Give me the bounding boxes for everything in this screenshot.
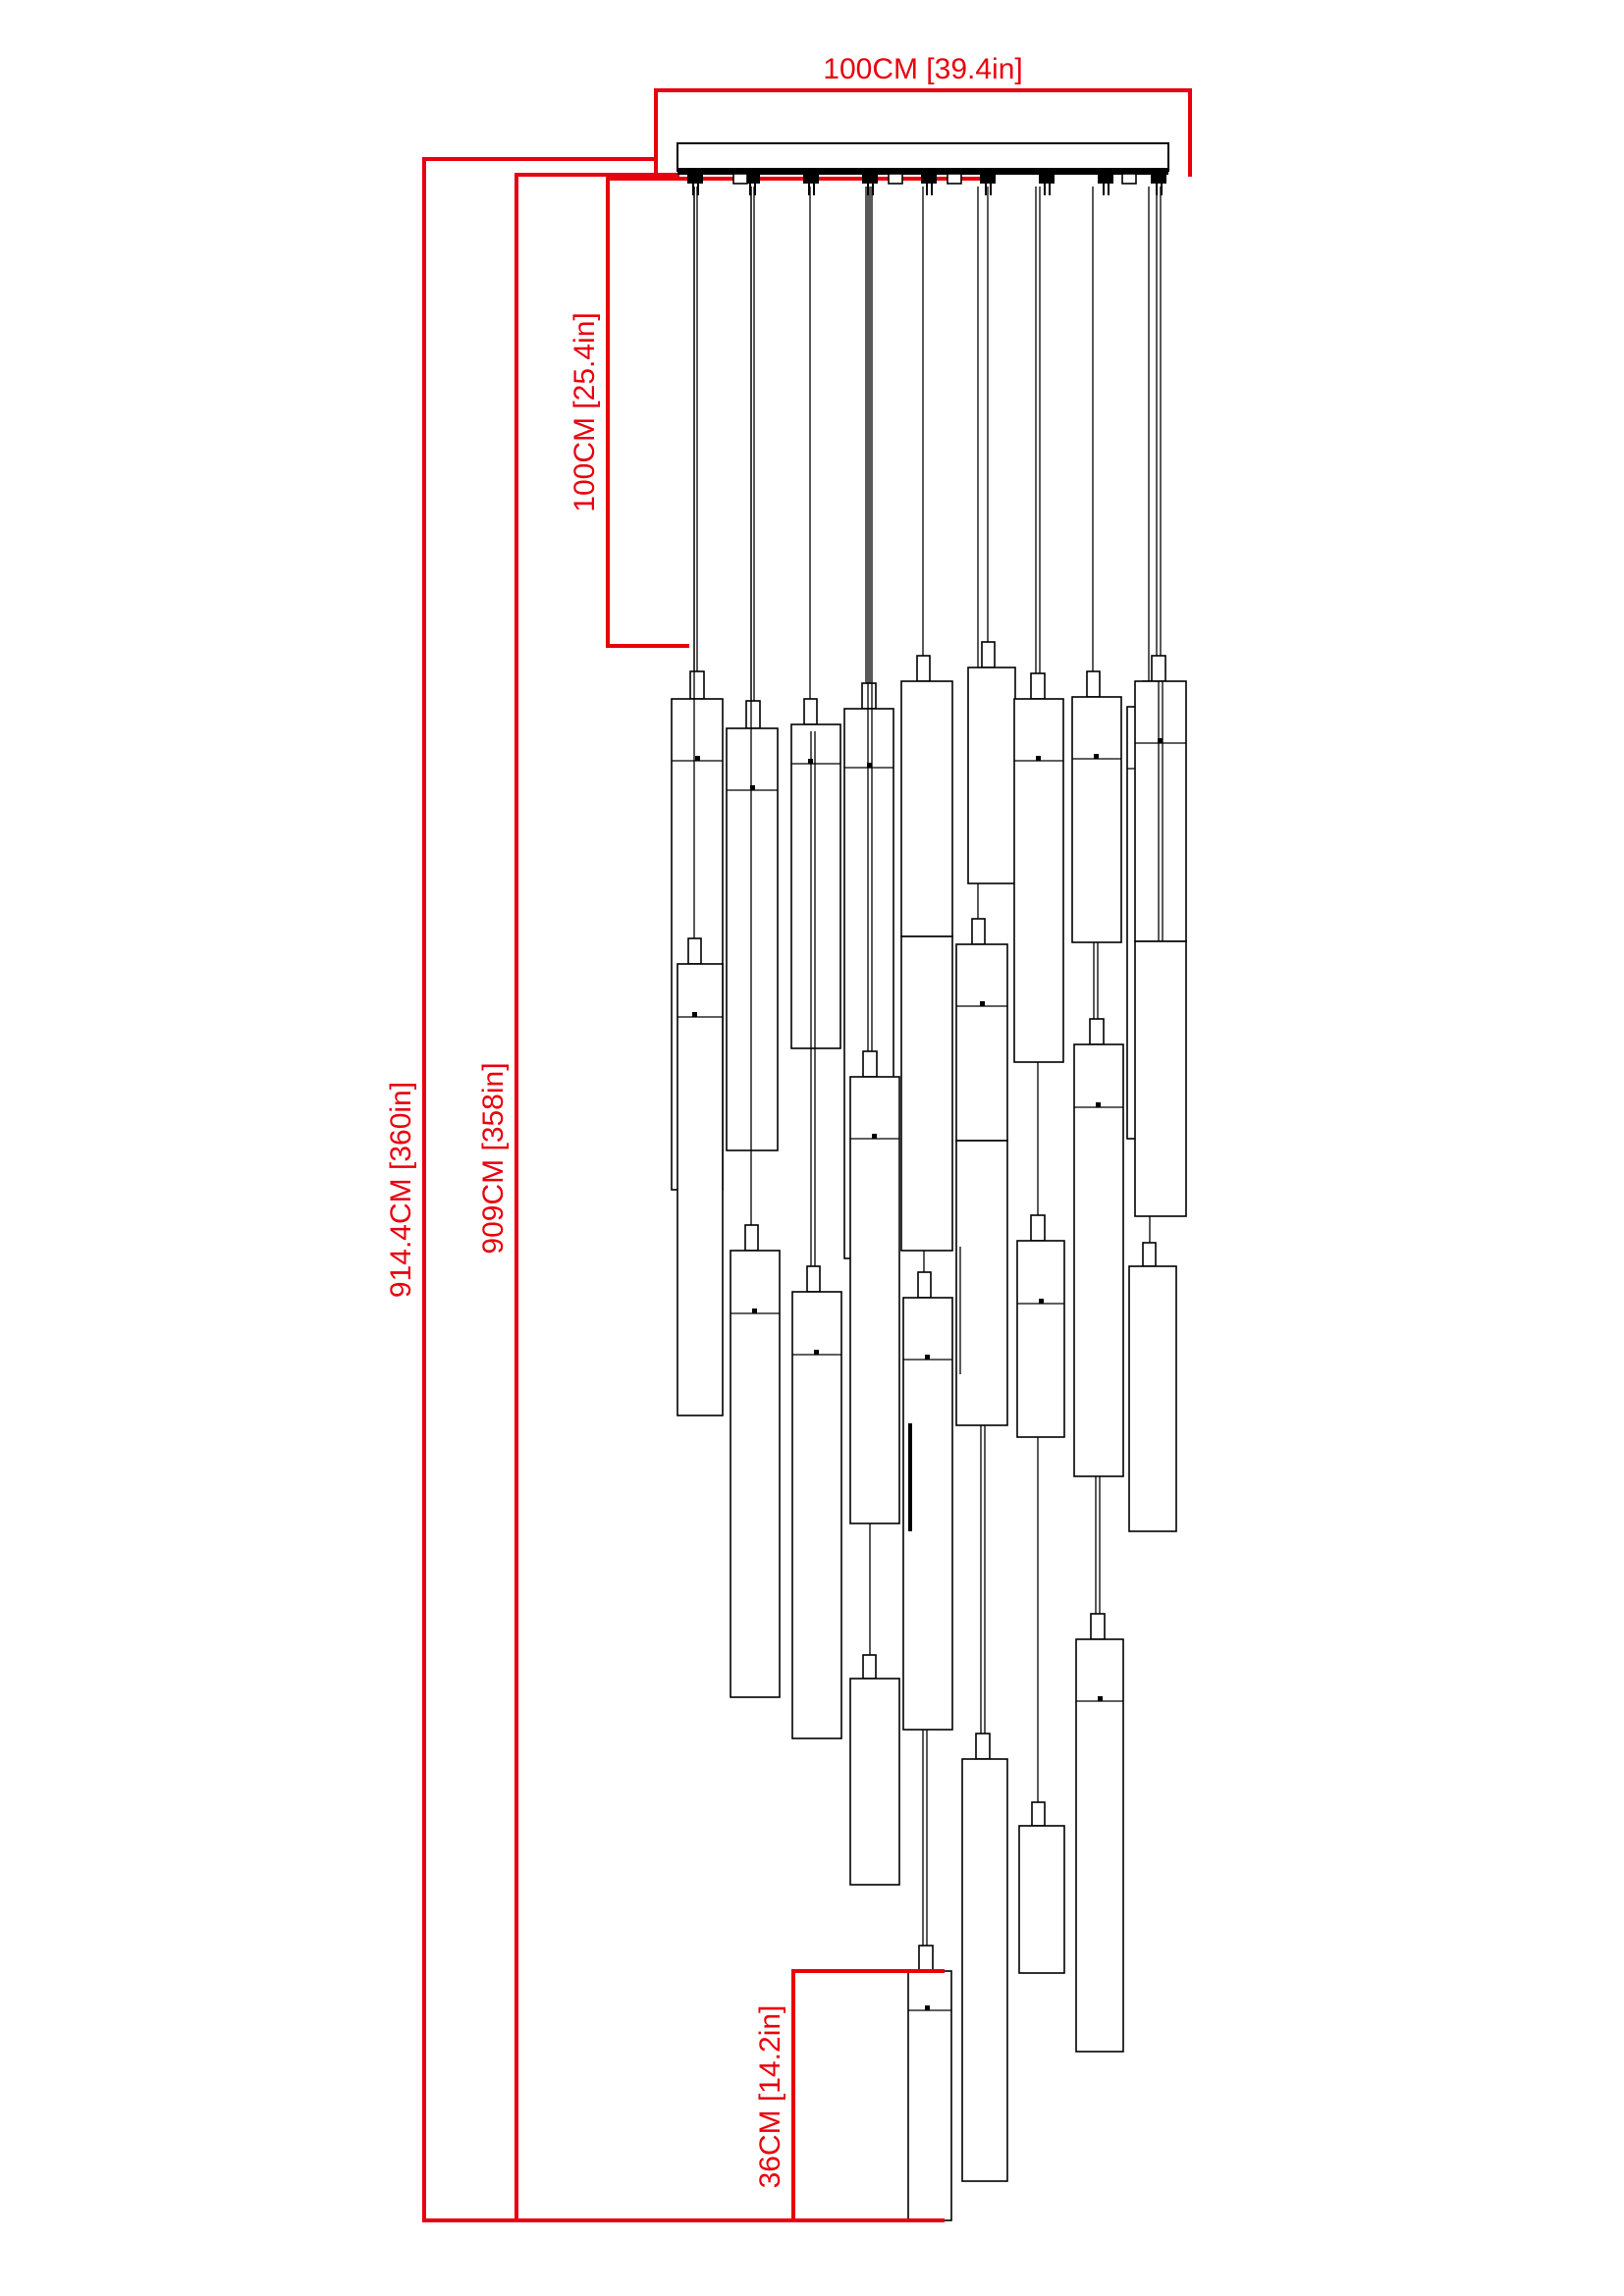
ceiling-canopy-plate — [677, 142, 1169, 195]
canopy-mount — [980, 173, 996, 195]
dimension-drop-min: 100CM [25.4in] — [568, 177, 984, 648]
dimension-label-drop-total: 909CM [358in] — [477, 1062, 510, 1254]
pendant-fixture — [955, 187, 1008, 1426]
pendant-fixture — [1134, 187, 1187, 1217]
canopy-mount — [921, 173, 937, 195]
canopy-slot — [1121, 173, 1137, 185]
canopy-bottom-bar — [677, 168, 1168, 175]
canopy-mount — [687, 173, 703, 195]
canopy-mount — [803, 173, 819, 195]
pendant-fixture — [1013, 187, 1064, 1063]
pendant-fixture — [849, 187, 900, 1524]
canopy-slot — [888, 173, 903, 185]
canopy-mount — [744, 173, 760, 195]
dimension-label-drop-min: 100CM [25.4in] — [568, 312, 601, 511]
dimension-overall-height: 914.4CM [360in] — [385, 157, 925, 2222]
canopy-slot — [732, 173, 748, 185]
dimension-label-overall-height: 914.4CM [360in] — [385, 1082, 417, 1298]
pendant-fixture — [1016, 1062, 1065, 1438]
pendant-fixture — [902, 1251, 953, 1731]
pendant-fixture — [900, 187, 953, 1252]
pendant-fixture — [961, 1425, 1008, 2182]
dimension-bottom-pendant: 36CM [14.2in] — [754, 1969, 945, 2222]
canopy-mount — [1098, 173, 1113, 195]
pendant-fixture — [730, 187, 781, 1698]
dimension-label-width-top: 100CM [39.4in] — [823, 53, 1022, 85]
pendant-fixture-lowest — [907, 1730, 952, 2221]
pendant-fixture — [1075, 1476, 1124, 2053]
pendant-cluster — [671, 187, 1187, 2221]
pendant-fixture — [791, 731, 842, 1739]
pendant-fixture — [790, 187, 841, 1049]
canopy-slot-group — [732, 173, 1137, 185]
pendant-fixture — [677, 187, 724, 1416]
pendant-fixture — [1073, 942, 1124, 1477]
pendant-fixture — [1071, 187, 1122, 943]
canopy-mount — [1039, 173, 1055, 195]
canopy-mount — [1151, 173, 1166, 195]
canopy-mount-group — [687, 173, 1166, 195]
canopy-slot — [947, 173, 962, 185]
pendant-fixture — [967, 187, 1016, 884]
pendant-fixture — [1018, 1437, 1065, 1974]
pendant-fixture — [726, 187, 779, 1151]
dimension-label-bottom-pendant: 36CM [14.2in] — [754, 2005, 786, 2189]
canopy-body — [677, 142, 1169, 172]
dimension-width-top: 100CM [39.4in] — [654, 53, 1192, 177]
dimension-drop-total: 909CM [358in] — [477, 173, 925, 2222]
pendant-fixture — [849, 1523, 900, 1886]
